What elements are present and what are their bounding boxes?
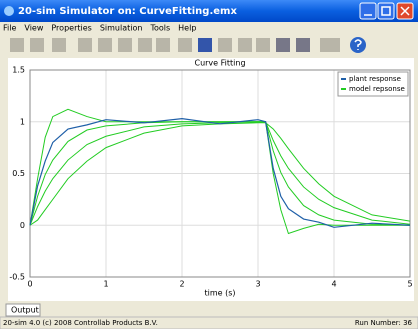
- maximize-button[interactable]: [378, 3, 394, 19]
- minimize-button[interactable]: [360, 3, 376, 19]
- menu-item[interactable]: Properties: [51, 24, 91, 33]
- x-tick-label: 5: [407, 280, 412, 289]
- menu-item[interactable]: Simulation: [100, 24, 143, 33]
- x-tick-label: 4: [331, 280, 336, 289]
- tab-label[interactable]: Output: [11, 306, 39, 315]
- menu-item[interactable]: Help: [178, 24, 196, 33]
- menu-bar: File View Properties Simulation Tools Help: [3, 24, 196, 33]
- x-axis-label: time (s): [204, 289, 235, 298]
- x-tick-label: 3: [255, 280, 260, 289]
- y-tick-label: 1: [20, 117, 25, 126]
- y-tick-label: 0: [20, 221, 25, 230]
- status-right: Run Number: 36: [355, 319, 413, 327]
- menu-item[interactable]: View: [24, 24, 43, 33]
- page: {"window":{"title":"20-sim Simulator on:…: [0, 0, 418, 329]
- x-tick-label: 2: [179, 280, 184, 289]
- window-title: 20-sim Simulator on: CurveFitting.emx: [18, 6, 237, 17]
- y-tick-label: 1.5: [12, 66, 25, 75]
- legend-label: model repsonse: [349, 85, 405, 93]
- x-tick-label: 0: [27, 280, 32, 289]
- tab-strip: [2, 303, 416, 315]
- y-tick-label: 0.5: [12, 169, 25, 178]
- window: 20-sim Simulator on: CurveFitting.emx Fi…: [0, 0, 418, 329]
- app-icon: [4, 6, 14, 16]
- status-left: 20-sim 4.0 (c) 2008 Controllab Products …: [3, 319, 158, 327]
- menu-item[interactable]: File: [3, 24, 16, 33]
- x-tick-label: 1: [103, 280, 108, 289]
- legend-label: plant response: [349, 75, 401, 83]
- menu-item[interactable]: Tools: [149, 24, 170, 33]
- chart-title: Curve Fitting: [194, 59, 245, 68]
- y-tick-label: -0.5: [9, 273, 25, 282]
